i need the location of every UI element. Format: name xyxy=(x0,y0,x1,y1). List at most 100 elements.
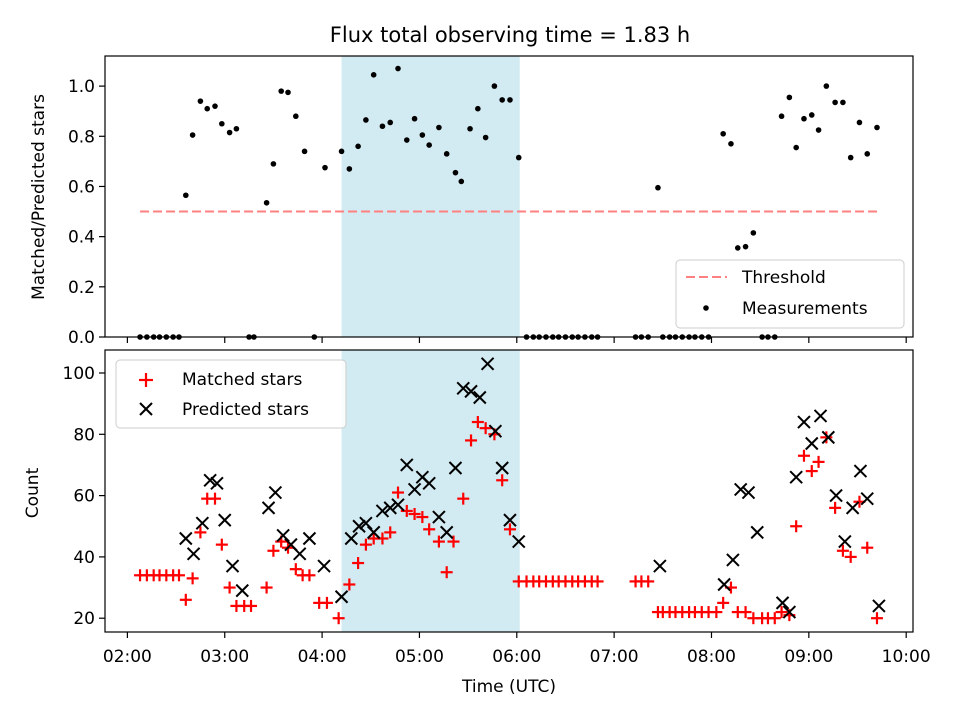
predicted-star-marker xyxy=(375,504,390,518)
matched-star-marker xyxy=(503,523,516,536)
measurement-point xyxy=(204,105,211,112)
predicted-star-marker xyxy=(805,436,819,451)
matched-star-marker xyxy=(479,422,492,435)
matched-star-marker xyxy=(447,535,460,548)
measurement-point xyxy=(379,123,386,130)
matched-star-marker xyxy=(194,526,207,539)
predicted-star-marker xyxy=(775,596,790,610)
predicted-star-marker xyxy=(179,531,193,546)
measurement-point xyxy=(482,134,489,141)
matched-star-marker xyxy=(768,612,781,625)
matched-star-marker xyxy=(267,544,280,557)
predicted-star-marker xyxy=(464,384,478,399)
legend-measurements-swatch xyxy=(703,305,709,311)
predicted-star-marker xyxy=(317,559,331,573)
matched-star-marker xyxy=(642,575,655,588)
matched-star-marker xyxy=(332,612,345,625)
matched-star-marker xyxy=(457,492,470,505)
top-y-tick-label: 0.0 xyxy=(68,328,95,348)
predicted-star-marker xyxy=(203,473,217,487)
bottom-x-tick-label: 02:00 xyxy=(103,647,152,667)
bottom-plot-frame xyxy=(104,349,914,633)
predicted-star-marker xyxy=(432,510,446,524)
predicted-star-marker xyxy=(717,577,731,592)
predicted-star-marker xyxy=(407,482,422,497)
matched-star-marker xyxy=(384,526,397,539)
predicted-star-marker xyxy=(210,476,224,491)
matched-star-marker xyxy=(471,416,484,429)
measurement-point xyxy=(815,127,822,133)
matched-star-marker xyxy=(352,557,365,570)
matched-star-marker xyxy=(303,569,316,582)
measurement-point xyxy=(301,148,308,155)
predicted-star-marker xyxy=(448,461,463,475)
measurement-point xyxy=(808,112,815,118)
top-y-axis-label: Matched/Predicted stars xyxy=(29,94,49,300)
legend-matched-label: Matched stars xyxy=(182,370,302,390)
matched-star-marker xyxy=(710,606,723,619)
measurement-point xyxy=(426,142,432,148)
matched-star-marker xyxy=(215,538,228,551)
measurement-point xyxy=(452,169,459,176)
predicted-star-marker xyxy=(456,381,470,396)
predicted-star-marker xyxy=(334,590,349,604)
predicted-star-marker xyxy=(383,501,397,515)
legend-threshold-label: Threshold xyxy=(741,268,826,288)
measurement-point xyxy=(233,125,240,132)
top-panel: 0.0 0.2 0.4 0.6 0.8 1.0 Matched/Predicted sta… xyxy=(29,55,914,348)
matched-star-marker xyxy=(186,572,199,585)
bottom-panel: 20 40 60 80 100 02:00 03:00 04:00 05:00 06:00 07:… xyxy=(23,349,931,697)
predicted-star-marker xyxy=(344,531,359,546)
top-legend: Threshold Measurements xyxy=(675,259,905,329)
predicted-star-marker xyxy=(352,519,366,533)
matched-star-marker xyxy=(440,566,453,579)
measurement-point xyxy=(219,120,225,127)
bottom-x-tick-label: 07:00 xyxy=(590,647,639,667)
matched-star-marker xyxy=(790,520,803,533)
matched-star-marker xyxy=(775,606,788,619)
predicted-star-marker xyxy=(838,534,852,549)
top-observing-span xyxy=(341,56,520,337)
predicted-star-marker xyxy=(218,513,232,527)
measurement-point xyxy=(212,103,218,109)
bottom-y-tick-label: 60 xyxy=(73,487,95,507)
predicted-star-marker xyxy=(733,482,748,497)
predicted-star-marker xyxy=(512,534,526,549)
predicted-star-marker xyxy=(292,547,307,561)
measurement-point xyxy=(403,137,410,143)
bottom-observing-span xyxy=(341,350,520,632)
predicted-star-marker xyxy=(860,491,874,506)
matched-star-marker xyxy=(829,501,842,514)
predicted-star-marker xyxy=(503,513,517,527)
top-y-tick-label: 0.8 xyxy=(68,127,95,147)
measurement-point xyxy=(507,97,513,103)
bottom-x-tick-label: 10:00 xyxy=(882,647,931,667)
matched-star-marker xyxy=(408,507,421,520)
measurement-point xyxy=(864,151,871,157)
matched-star-marker xyxy=(289,563,302,576)
matched-star-marker xyxy=(179,593,192,606)
matched-star-marker xyxy=(812,455,825,468)
measurement-point xyxy=(346,166,353,172)
bottom-y-tick-label: 40 xyxy=(73,548,95,568)
measurement-point xyxy=(793,144,799,151)
measurement-point xyxy=(499,97,505,103)
predicted-star-marker xyxy=(195,516,210,530)
matched-star-marker xyxy=(797,449,810,462)
measurement-point xyxy=(322,164,328,171)
bottom-x-tick-label: 03:00 xyxy=(200,647,249,667)
measurement-point xyxy=(338,148,345,155)
measurement-point xyxy=(458,178,465,185)
measurement-point xyxy=(823,83,830,89)
top-y-tick-label: 0.4 xyxy=(68,228,95,248)
predicted-star-marker xyxy=(845,501,860,515)
bottom-x-tick-label: 09:00 xyxy=(784,647,833,667)
predicted-star-marker xyxy=(750,525,764,540)
bottom-y-axis-label: Count xyxy=(23,467,43,518)
predicted-star-marker xyxy=(797,415,811,429)
measurement-point xyxy=(270,161,277,167)
matched-star-marker xyxy=(717,596,730,609)
measurement-point xyxy=(742,243,749,250)
predicted-star-marker xyxy=(268,485,283,500)
